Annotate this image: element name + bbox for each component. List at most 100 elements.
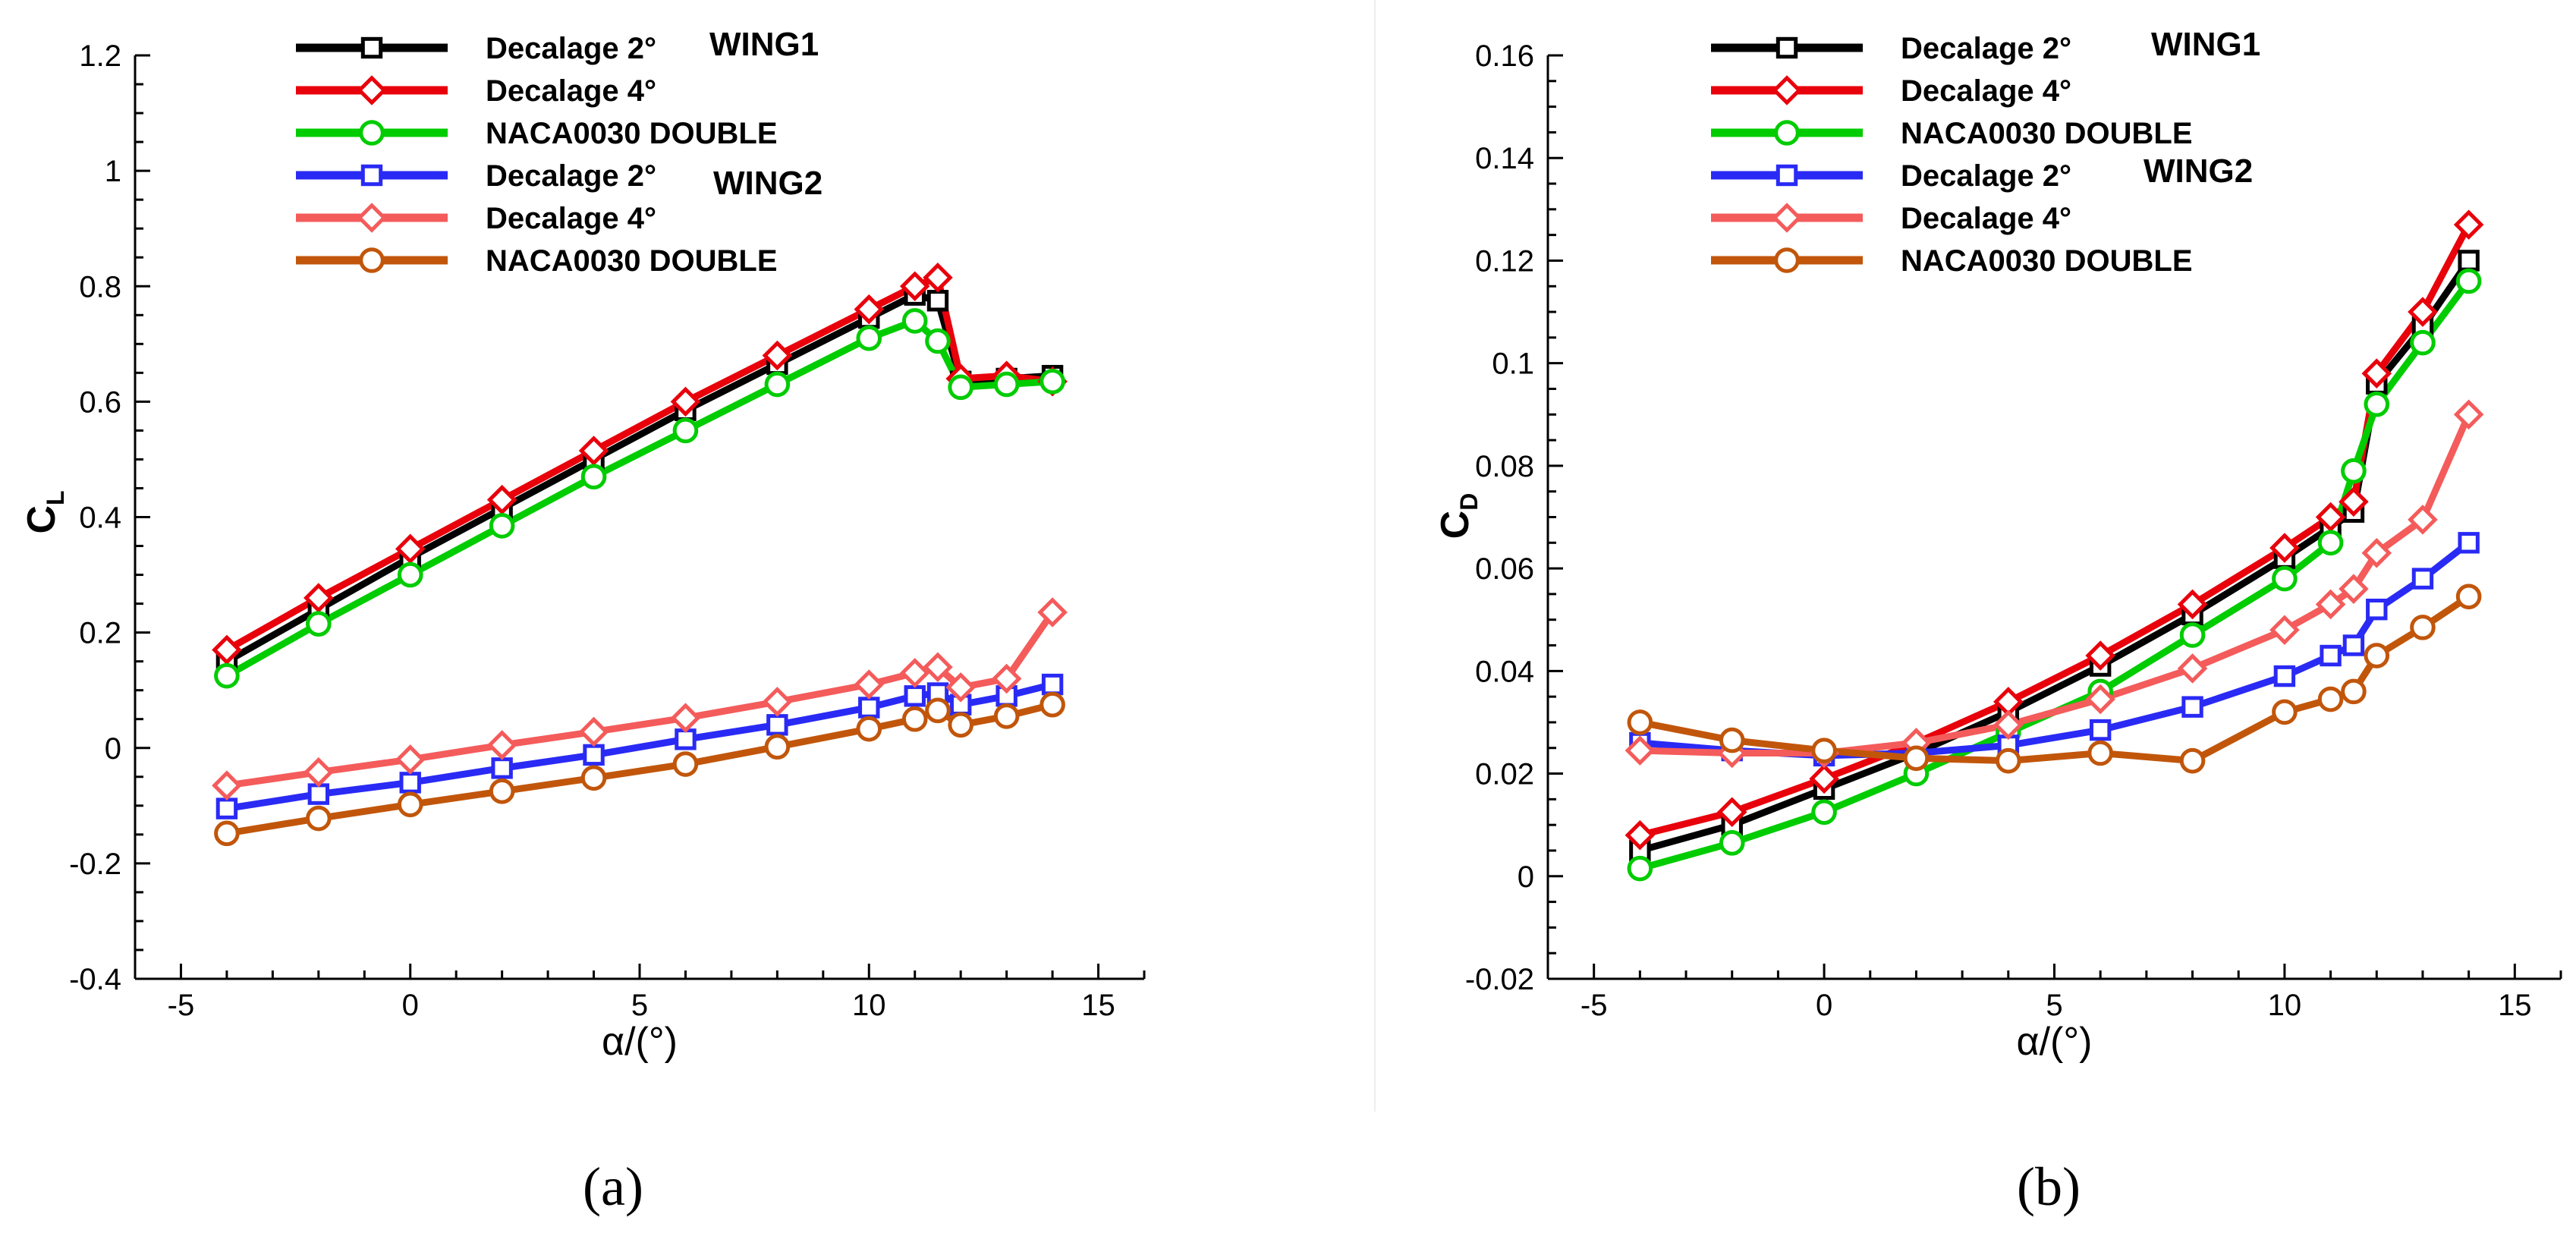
data-point [2410, 329, 2436, 356]
data-point [2179, 622, 2206, 648]
data-point [1627, 855, 1653, 882]
data-point [1040, 368, 1065, 395]
x-tick-label: 15 [1081, 989, 1115, 1022]
data-point [762, 687, 793, 717]
data-point [2179, 747, 2206, 774]
y-tick-label: 0.16 [1475, 39, 1534, 73]
x-tick-label: 0 [1816, 989, 1832, 1022]
x-tick-label: -5 [168, 989, 195, 1022]
data-point [670, 703, 701, 733]
data-point [1811, 799, 1837, 826]
data-point [2087, 740, 2113, 766]
data-point [2408, 297, 2438, 327]
data-point [993, 371, 1020, 398]
legend-label: Decalage 4° [486, 202, 656, 235]
data-point [489, 513, 515, 539]
data-point [397, 791, 423, 818]
legend-marker [359, 120, 385, 146]
data-point [925, 697, 951, 724]
legend-group-label: WING2 [2144, 153, 2253, 190]
series-line [1639, 278, 2472, 872]
data-point [307, 783, 330, 805]
x-tick-label: 5 [631, 989, 648, 1022]
data-point [306, 611, 332, 637]
y-tick-label: 0.6 [79, 385, 121, 419]
data-point [306, 805, 332, 832]
panel-label: (b) [2017, 1156, 2081, 1217]
data-point [2453, 399, 2484, 430]
x-axis-title: α/(°) [2017, 1020, 2093, 1064]
data-point [2341, 458, 2367, 484]
data-point [991, 663, 1022, 694]
data-point [2339, 574, 2369, 604]
series-line [1639, 258, 2472, 854]
y-tick-label: 0.06 [1475, 552, 1534, 586]
data-point [2177, 589, 2208, 620]
data-point [2361, 358, 2392, 388]
data-point [1037, 597, 1068, 628]
data-point [948, 374, 973, 401]
data-point [2364, 643, 2390, 668]
data-point [1903, 745, 1930, 772]
data-point [854, 294, 885, 325]
y-tick-label: 0.12 [1475, 244, 1534, 278]
data-point [212, 770, 242, 801]
legend-marker [1776, 164, 1798, 187]
data-point [923, 263, 953, 293]
x-axis-title: α/(°) [602, 1020, 678, 1064]
legend-marker [1774, 120, 1800, 146]
data-point [2453, 209, 2484, 240]
y-tick-label: 0.2 [79, 617, 121, 650]
data-point [399, 772, 421, 794]
data-point [491, 757, 513, 779]
x-tick-label: -5 [1581, 989, 1608, 1022]
x-tick-label: 5 [2046, 989, 2062, 1022]
data-point [1719, 830, 1745, 856]
data-point [1625, 819, 1656, 851]
data-point [215, 797, 238, 819]
data-point [764, 734, 791, 760]
data-point [2315, 589, 2346, 620]
data-point [212, 634, 242, 665]
data-point [2317, 530, 2344, 556]
legend-label: Decalage 4° [1901, 74, 2071, 108]
data-point [2269, 533, 2300, 563]
data-point [2458, 532, 2480, 554]
data-point [578, 716, 609, 747]
data-point [925, 328, 951, 354]
legend-group-label: WING1 [2151, 26, 2260, 63]
data-point [945, 672, 976, 703]
y-tick-label: -0.4 [69, 963, 121, 996]
y-axis-title-main: C [20, 505, 64, 534]
legend-label: NACA0030 DOUBLE [486, 117, 778, 150]
legend-label: NACA0030 DOUBLE [486, 244, 778, 278]
data-point [2272, 699, 2298, 725]
data-point [2408, 505, 2438, 535]
y-axis-title-subscript: L [42, 490, 69, 505]
y-tick-label: 0.08 [1475, 450, 1534, 483]
y-axis-title-main: C [1433, 511, 1477, 539]
data-point [2455, 268, 2482, 294]
data-point [2085, 684, 2115, 715]
legend-label: Decalage 4° [1901, 202, 2071, 235]
data-point [580, 765, 607, 791]
data-point [2410, 615, 2436, 640]
data-point [1811, 738, 1837, 763]
y-tick-label: 0.4 [79, 502, 121, 535]
data-point [672, 751, 699, 777]
data-point [904, 685, 926, 707]
legend-label: Decalage 4° [486, 74, 656, 108]
y-tick-label: 1 [105, 155, 121, 188]
data-point [2272, 565, 2298, 592]
data-point [1040, 691, 1065, 718]
data-point [395, 533, 426, 565]
data-point [1716, 797, 1747, 828]
y-tick-label: -0.02 [1465, 963, 1534, 996]
data-point [858, 697, 880, 719]
legend-marker [360, 164, 383, 187]
data-point [854, 669, 885, 700]
data-point [395, 744, 426, 775]
y-tick-label: 1.2 [79, 39, 121, 73]
data-point [1719, 727, 1745, 753]
